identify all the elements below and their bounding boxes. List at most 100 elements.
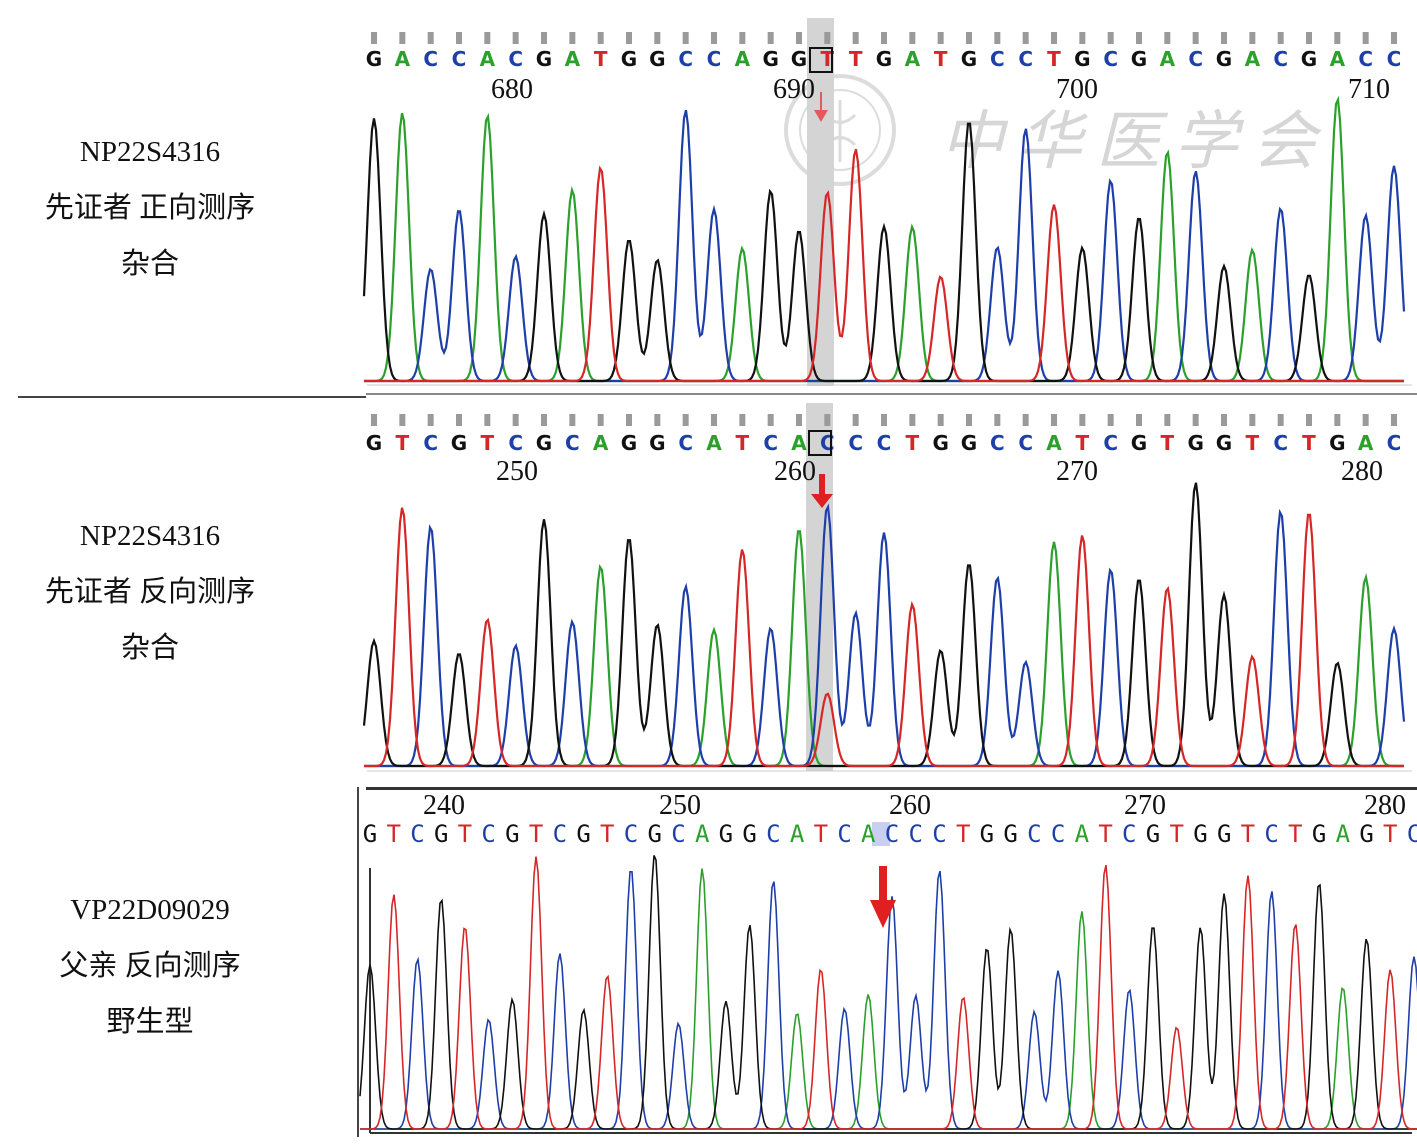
position-label: 260 <box>774 456 816 487</box>
base-call: G <box>791 47 807 71</box>
divider-left-top <box>18 396 366 398</box>
genotype-label: 杂合 <box>120 248 179 280</box>
base-call: C <box>1407 820 1417 848</box>
base-call: T <box>814 820 828 848</box>
quality-bar <box>994 32 1001 44</box>
base-call: C <box>1018 47 1033 71</box>
quality-bar <box>767 32 774 44</box>
quality-bar <box>1334 414 1341 426</box>
position-label: 250 <box>496 456 538 487</box>
quality-bar <box>1249 414 1256 426</box>
base-call: A <box>395 47 411 71</box>
quality-bar <box>1192 32 1199 44</box>
base-call: T <box>1076 431 1090 455</box>
base-call: G <box>1217 820 1231 848</box>
trace-C <box>364 503 1406 768</box>
base-call: A <box>565 47 581 71</box>
quality-bar <box>1164 32 1171 44</box>
sample-id: NP22S4316 <box>79 136 221 168</box>
base-call: C <box>1273 47 1288 71</box>
base-call: G <box>719 820 733 848</box>
quality-bar <box>1164 414 1171 426</box>
base-call: G <box>876 47 892 71</box>
quality-bar <box>597 414 604 426</box>
quality-bar <box>1306 414 1312 426</box>
base-call: G <box>451 431 467 455</box>
base-call: G <box>1187 431 1203 455</box>
base-call: C <box>452 47 467 71</box>
base-call: A <box>735 47 751 71</box>
sample-description: 先证者 正向测序 <box>44 192 256 224</box>
base-call: C <box>837 820 851 848</box>
base-call: C <box>1027 820 1041 848</box>
quality-bar <box>456 414 462 426</box>
quality-bar <box>512 414 519 426</box>
quality-bar <box>711 32 717 44</box>
base-call: C <box>423 47 438 71</box>
base-call: C <box>820 431 835 455</box>
base-call: C <box>848 431 863 455</box>
base-call: A <box>861 820 876 848</box>
quality-bar <box>767 414 774 426</box>
base-call: G <box>1329 431 1345 455</box>
base-call: C <box>707 47 722 71</box>
base-call: T <box>1170 820 1184 848</box>
base-call: T <box>1246 431 1260 455</box>
quality-bar <box>966 414 972 426</box>
quality-bar <box>626 414 632 426</box>
sample-id: VP22D09029 <box>70 894 230 926</box>
base-call: C <box>1387 47 1402 71</box>
quality-bar <box>399 32 406 44</box>
position-label: 280 <box>1364 790 1406 821</box>
position-label: 270 <box>1056 456 1098 487</box>
quality-bar <box>1079 414 1086 426</box>
base-call: C <box>1018 431 1033 455</box>
base-call: G <box>1146 820 1160 848</box>
divider-vertical-bottom <box>357 787 359 1137</box>
base-call: C <box>678 47 693 71</box>
base-call: T <box>481 431 495 455</box>
base-call: G <box>742 820 756 848</box>
base-call: C <box>1103 47 1118 71</box>
position-label: 690 <box>773 74 815 105</box>
trace-G <box>362 482 1404 768</box>
quality-bar <box>1362 414 1369 426</box>
base-call: G <box>648 820 662 848</box>
trace-G <box>362 118 1404 383</box>
quality-bar <box>881 414 887 426</box>
quality-bar <box>994 414 1001 426</box>
base-call: T <box>906 431 920 455</box>
base-call: G <box>1131 47 1147 71</box>
panel-3-label: VP22D09029 父亲 反向测序 野生型 <box>0 882 300 1050</box>
base-call: G <box>621 431 637 455</box>
base-call: C <box>565 431 580 455</box>
selected-base-box <box>872 822 890 846</box>
quality-bar <box>796 32 802 44</box>
base-call: G <box>961 47 977 71</box>
quality-bar <box>1136 414 1142 426</box>
quality-bar <box>1391 414 1397 426</box>
quality-bar <box>682 414 689 426</box>
quality-bar <box>399 414 406 426</box>
base-call: G <box>621 47 637 71</box>
panel-1-label: NP22S4316 先证者 正向测序 杂合 <box>0 124 300 292</box>
quality-bar <box>427 32 434 44</box>
genotype-label: 杂合 <box>120 632 179 664</box>
base-call: C <box>1387 431 1402 455</box>
base-call: T <box>849 47 863 71</box>
base-call: A <box>1046 431 1062 455</box>
quality-bar <box>456 32 462 44</box>
mutation-arrow <box>811 474 833 508</box>
base-call: G <box>1359 820 1373 848</box>
base-call: C <box>1273 431 1288 455</box>
base-call: T <box>458 820 472 848</box>
quality-bar <box>711 414 717 426</box>
base-call: C <box>410 820 424 848</box>
quality-bar <box>1107 414 1114 426</box>
quality-bar <box>1079 32 1086 44</box>
base-call: A <box>905 47 921 71</box>
base-call: G <box>932 431 948 455</box>
